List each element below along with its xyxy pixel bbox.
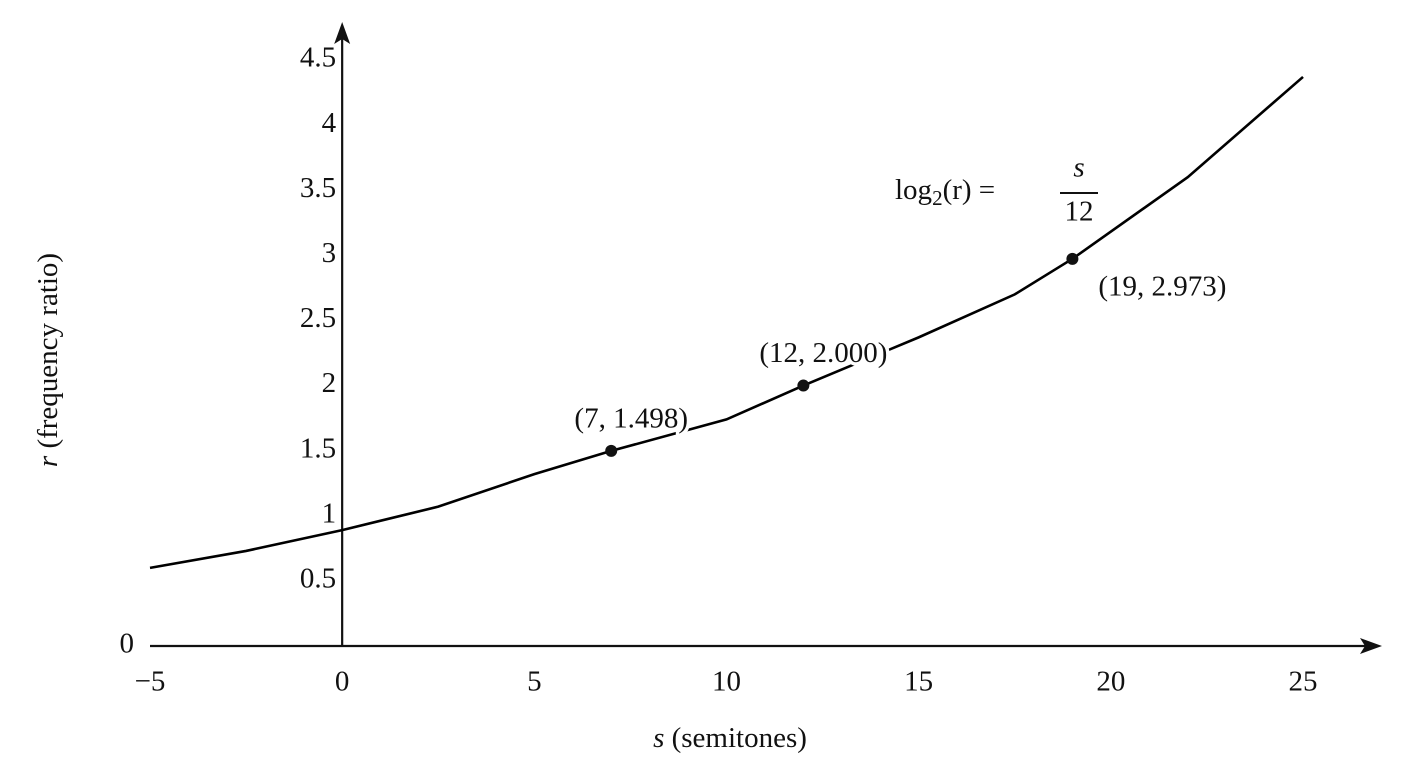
x-label-text: (semitones) <box>672 722 807 754</box>
x-tick-label: 10 <box>712 666 741 698</box>
y-tick-label: 2 <box>322 367 337 399</box>
x-axis-label: s (semitones) <box>653 722 807 754</box>
formula-den: 12 <box>1065 196 1094 228</box>
y-tick-label: 4 <box>322 107 337 139</box>
formula-fn: log <box>895 174 932 206</box>
formula: log2(r) = s 12 <box>888 152 1103 235</box>
point <box>797 379 810 392</box>
formula-left: log2(r) = <box>895 174 995 210</box>
y-tick-label: 4.5 <box>300 42 336 74</box>
x-tick-label: 0 <box>335 666 350 698</box>
x-tick-label: 15 <box>904 666 933 698</box>
point <box>605 444 618 457</box>
y-axis-arrow <box>334 22 351 44</box>
y-tick-label: 2.5 <box>300 302 336 334</box>
y-tick-label: 1 <box>322 497 337 529</box>
point <box>1066 252 1079 265</box>
y-axis-label: r (frequency ratio) <box>32 253 64 467</box>
formula-arg: (r) = <box>943 174 996 206</box>
x-tick-label: 25 <box>1289 666 1318 698</box>
y-tick-label: 3.5 <box>300 172 336 204</box>
formula-bg <box>888 160 1103 235</box>
point-label: (7, 1.498) <box>574 403 688 435</box>
axes <box>150 22 1382 654</box>
formula-base: 2 <box>932 186 943 210</box>
x-axis-arrow <box>1360 638 1382 654</box>
y-tick-label: 3 <box>322 237 337 269</box>
y-tick-label: 0 <box>120 628 135 660</box>
formula-num: s <box>1073 152 1084 184</box>
x-tick-label: 20 <box>1096 666 1125 698</box>
x-tick-label: −5 <box>135 666 166 698</box>
y-tick-label: 1.5 <box>300 432 336 464</box>
y-label-symbol: r <box>32 455 64 467</box>
x-label-symbol: s <box>653 722 664 754</box>
point-label: (19, 2.973) <box>1098 271 1226 303</box>
x-tick-label: 5 <box>527 666 542 698</box>
y-tick-label: 0.5 <box>300 563 336 595</box>
point-label: (12, 2.000) <box>759 337 887 369</box>
y-label-text: (frequency ratio) <box>32 253 64 449</box>
marks <box>149 75 1304 570</box>
